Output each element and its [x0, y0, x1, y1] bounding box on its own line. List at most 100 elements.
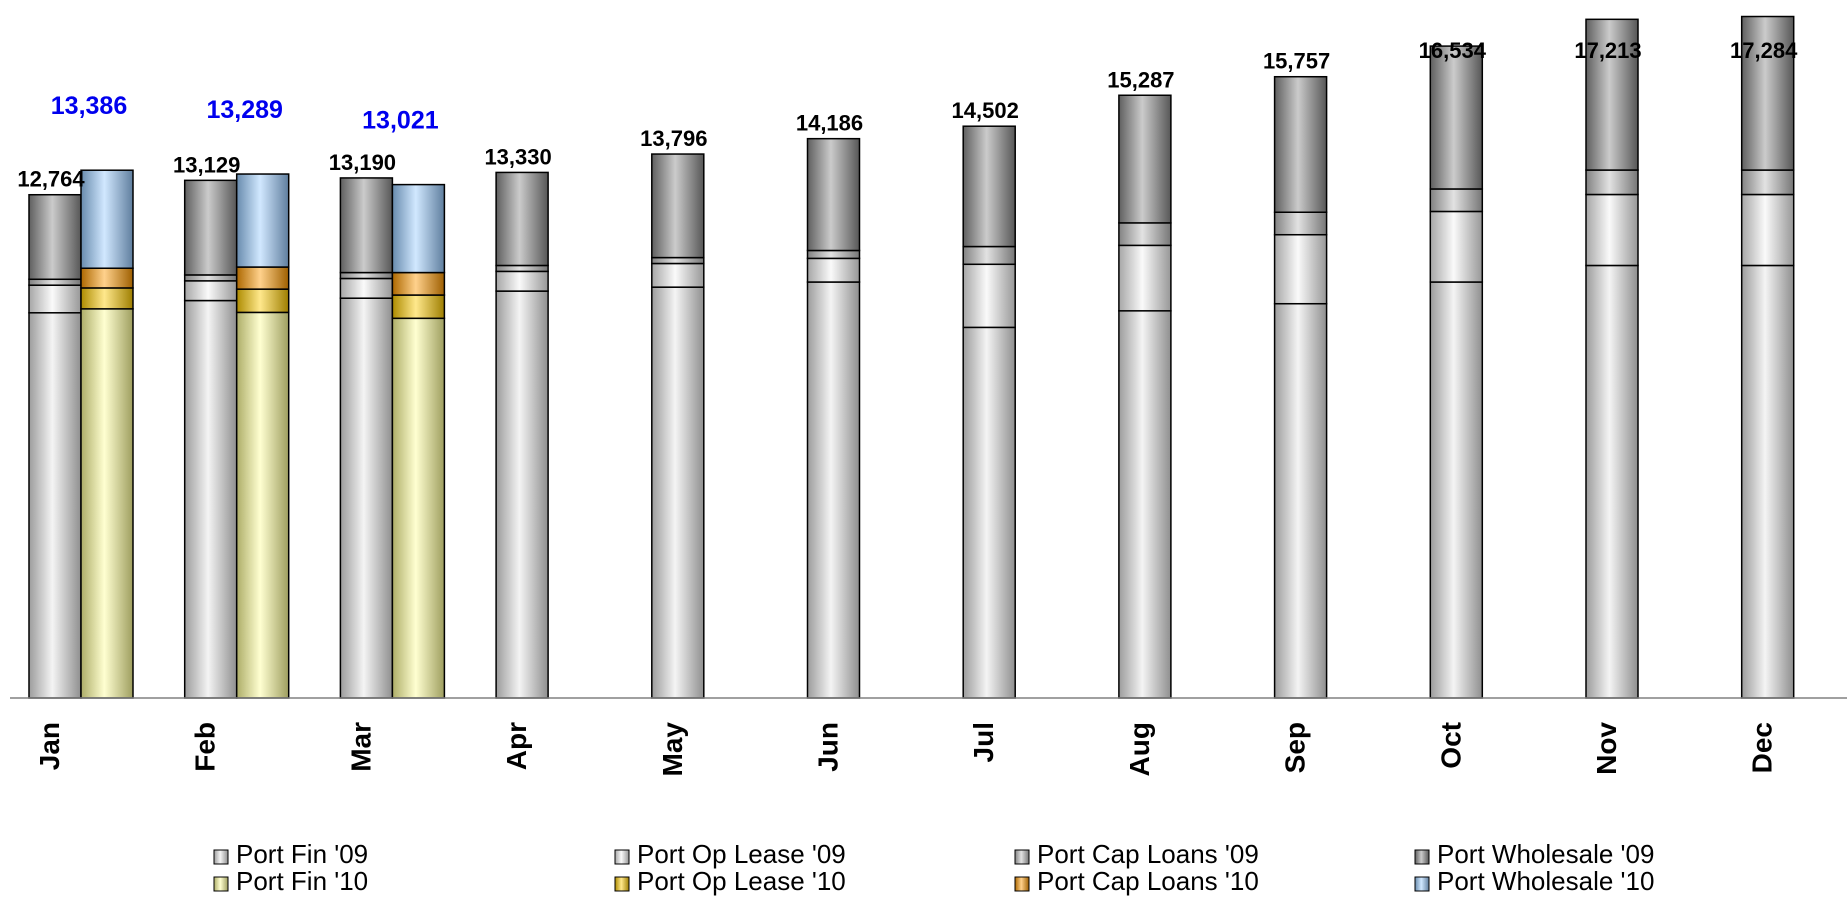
legend-label: Port Wholesale '09	[1437, 839, 1654, 869]
value-labels-layer: 12,764 13,129 13,190 13,330 13,796 14,186 14,5…	[17, 38, 1798, 192]
total-label-2009-sep: 15,757	[1263, 49, 1330, 74]
bar-segment-2010-mar-1	[391, 294, 446, 320]
bar-segment-2010-feb-0	[235, 311, 290, 699]
bar-segment-2010-jan-0	[80, 308, 134, 699]
bar-segment-2009-jul-3	[962, 125, 1016, 248]
bar-segment-2010-jan-1	[80, 287, 134, 310]
bar-segment-2009-jul-0	[962, 326, 1016, 699]
bar-segment-2009-jun-3	[806, 137, 861, 252]
month-label-feb: Feb	[190, 722, 221, 772]
bar-segment-2009-aug-3	[1118, 94, 1172, 224]
bar-segment-2009-mar-1	[339, 277, 394, 299]
legend-swatch	[1014, 849, 1030, 865]
month-label-may: May	[657, 722, 688, 777]
month-labels-layer: Jan Feb Mar Apr May Jun Jul Aug Sep Oct Nov Dec	[34, 722, 1778, 777]
bar-segment-2009-jan-0	[28, 312, 82, 699]
total-label-2009-may: 13,796	[640, 126, 707, 151]
legend: Port Fin '09 Port Op Lease '09 Port Cap Lo…	[213, 839, 1654, 896]
bar-segment-2009-jan-1	[28, 284, 82, 314]
bar-segment-2009-may-2	[651, 256, 705, 265]
bar-segment-2009-may-1	[651, 262, 705, 288]
bar-segment-2009-jun-0	[806, 281, 861, 699]
month-label-jun: Jun	[813, 722, 844, 772]
bar-segment-2009-mar-2	[339, 271, 394, 280]
legend-swatch	[1414, 849, 1430, 865]
legend-label: Port Fin '09	[236, 839, 368, 869]
bar-segment-2009-apr-3	[495, 171, 549, 267]
legend-swatch	[213, 876, 229, 892]
month-label-nov: Nov	[1591, 722, 1622, 775]
bar-segment-2009-jun-2	[806, 249, 861, 260]
total-label-2010-jan: 13,386	[51, 92, 127, 120]
bar-segment-2009-oct-0	[1429, 281, 1484, 699]
bar-segment-2010-jan-3	[80, 169, 134, 269]
bar-segment-2009-sep-2	[1273, 211, 1328, 236]
bar-segment-2010-mar-3	[391, 183, 446, 274]
bars-layer	[28, 15, 1795, 699]
bar-segment-2009-may-0	[651, 286, 705, 699]
bar-segment-2009-jan-3	[28, 193, 82, 281]
bar-segment-2009-nov-0	[1585, 264, 1639, 699]
bar-segment-2009-nov-1	[1585, 193, 1639, 267]
total-label-2009-apr: 13,330	[484, 144, 551, 169]
month-label-aug: Aug	[1124, 722, 1155, 776]
bar-segment-2009-feb-2	[183, 274, 238, 282]
bar-segment-2009-oct-2	[1429, 188, 1484, 213]
bar-segment-2009-mar-0	[339, 297, 394, 699]
bar-segment-2009-nov-2	[1585, 169, 1639, 196]
bar-segment-2010-mar-2	[391, 271, 446, 296]
bar-segment-2009-oct-1	[1429, 210, 1484, 283]
bar-segment-2009-jul-2	[962, 245, 1016, 266]
month-label-apr: Apr	[501, 722, 532, 770]
legend-swatch	[213, 849, 229, 865]
total-label-2009-jan: 12,764	[17, 167, 85, 192]
bar-segment-2009-apr-2	[495, 264, 549, 273]
bar-segment-2009-dec-1	[1740, 193, 1795, 267]
total-label-2009-nov: 17,213	[1574, 38, 1641, 63]
legend-label: Port Fin '10	[236, 866, 368, 896]
month-label-jul: Jul	[968, 722, 999, 762]
total-label-2009-oct: 16,534	[1419, 38, 1487, 63]
legend-label: Port Wholesale '10	[1437, 866, 1654, 896]
legend-label: Port Op Lease '10	[637, 866, 846, 896]
bar-segment-2009-sep-0	[1273, 302, 1328, 699]
total-label-2009-jun: 14,186	[796, 111, 863, 136]
legend-label: Port Cap Loans '10	[1037, 866, 1259, 896]
bar-segment-2009-nov-3	[1585, 18, 1639, 171]
bar-segment-2010-mar-0	[391, 317, 446, 699]
legend-label: Port Op Lease '09	[637, 839, 846, 869]
bar-segment-2010-feb-2	[235, 266, 290, 290]
total-label-2009-dec: 17,284	[1730, 38, 1798, 63]
month-label-jan: Jan	[34, 722, 65, 770]
bar-segment-2009-may-3	[651, 153, 705, 259]
month-label-sep: Sep	[1280, 722, 1311, 773]
total-label-2010-mar: 13,021	[362, 107, 439, 135]
bar-segment-2009-aug-0	[1118, 310, 1172, 699]
total-label-2009-mar: 13,190	[329, 150, 396, 175]
total-label-2009-feb: 13,129	[173, 152, 240, 177]
month-label-mar: Mar	[345, 722, 376, 772]
bar-segment-2009-apr-1	[495, 270, 549, 292]
legend-swatch	[1414, 876, 1430, 892]
legend-label: Port Cap Loans '09	[1037, 839, 1259, 869]
month-label-dec: Dec	[1747, 722, 1778, 773]
legend-swatch	[1014, 876, 1030, 892]
bar-segment-2009-dec-2	[1740, 169, 1795, 196]
bar-segment-2009-dec-0	[1740, 264, 1795, 699]
bar-segment-2009-feb-0	[183, 299, 238, 699]
bar-segment-2009-mar-3	[339, 177, 394, 274]
legend-swatch	[614, 876, 630, 892]
total-label-2009-aug: 15,287	[1107, 67, 1174, 92]
bar-segment-2009-sep-1	[1273, 233, 1328, 305]
total-label-2010-feb: 13,289	[206, 96, 282, 124]
bar-segment-2009-dec-3	[1740, 15, 1795, 171]
bar-segment-2009-aug-1	[1118, 244, 1172, 312]
bar-segment-2009-feb-1	[183, 280, 238, 302]
total-label-2009-jul: 14,502	[952, 98, 1019, 123]
bar-segment-2009-feb-3	[183, 179, 238, 276]
bar-segment-2009-oct-3	[1429, 45, 1484, 190]
month-label-oct: Oct	[1435, 722, 1466, 769]
bar-segment-2010-feb-3	[235, 173, 290, 268]
bar-segment-2009-jan-2	[28, 278, 82, 286]
